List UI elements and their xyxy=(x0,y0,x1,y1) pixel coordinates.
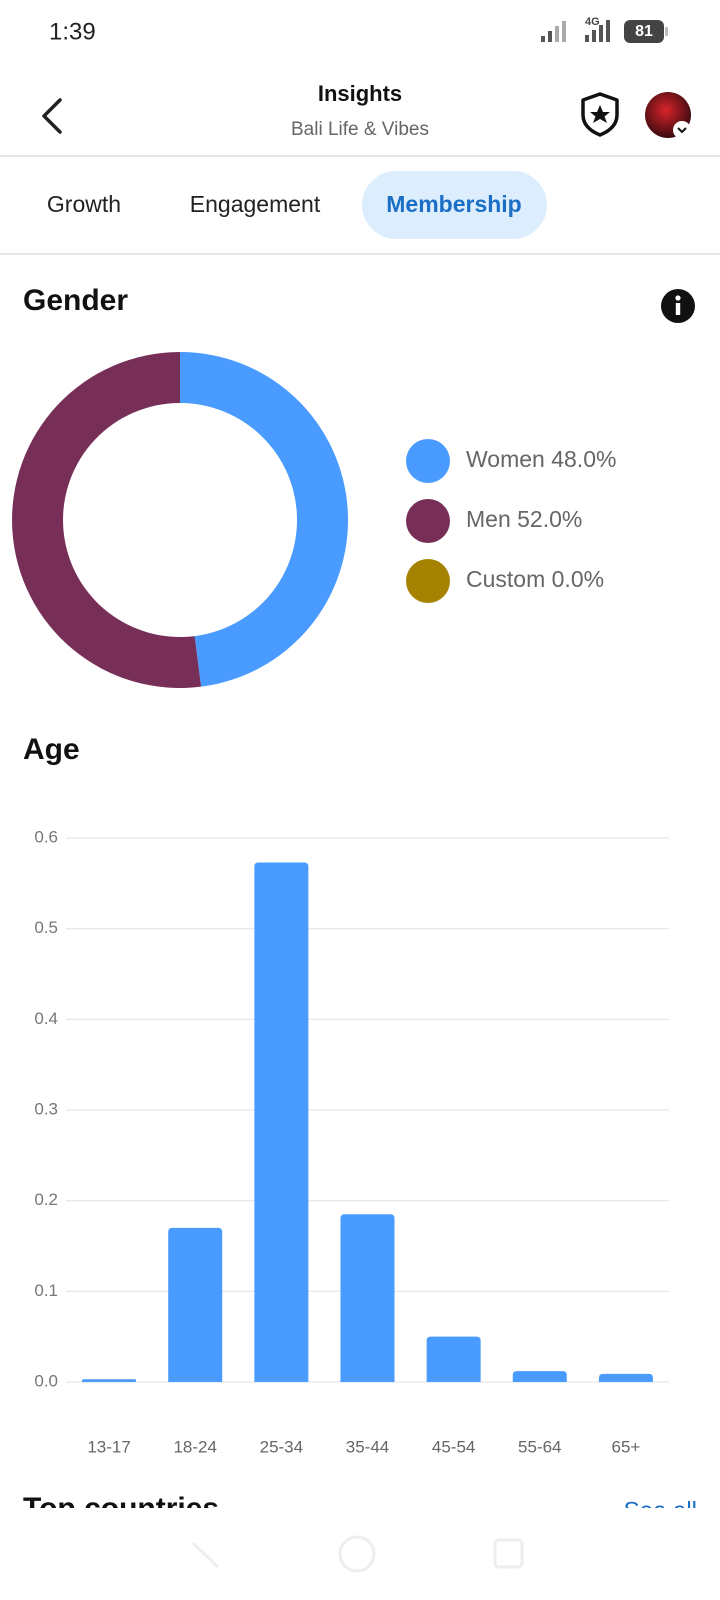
battery-icon xyxy=(624,20,664,43)
y-tick-label: 0.1 xyxy=(34,1281,58,1300)
x-tick-label: 45-54 xyxy=(432,1437,475,1456)
nav-back[interactable] xyxy=(191,1541,220,1569)
back-button[interactable] xyxy=(42,98,62,134)
x-tick-label: 35-44 xyxy=(346,1437,389,1456)
legend-value: 48.0% xyxy=(551,446,616,472)
bar xyxy=(598,1373,653,1382)
battery-level: 81 xyxy=(635,23,653,40)
x-tick-label: 25-34 xyxy=(260,1437,303,1456)
legend-entry: Men 52.0% xyxy=(466,506,582,532)
x-tick-label: 18-24 xyxy=(173,1437,216,1456)
legend-swatch xyxy=(406,559,450,603)
x-tick-label: 13-17 xyxy=(87,1437,130,1456)
info-button[interactable] xyxy=(661,289,695,323)
legend-label: Men xyxy=(466,506,511,532)
battery-tip xyxy=(665,27,668,36)
y-tick-label: 0.5 xyxy=(34,918,58,937)
legend-swatch xyxy=(406,499,450,543)
bar xyxy=(512,1371,567,1382)
y-tick-label: 0.3 xyxy=(34,1099,58,1118)
tab-highlight xyxy=(362,171,547,239)
section-title: Gender xyxy=(23,284,128,317)
legend-entry: Women 48.0% xyxy=(466,446,616,472)
legend-value: 0.0% xyxy=(552,566,604,592)
section-title: Top countries xyxy=(23,1492,219,1525)
bar xyxy=(82,1379,137,1382)
legend-label: Women xyxy=(466,446,545,472)
status-time: 1:39 xyxy=(49,18,96,45)
y-tick-label: 0.4 xyxy=(34,1009,58,1028)
bar xyxy=(340,1214,395,1382)
section-title: Age xyxy=(23,733,80,766)
tab[interactable]: Membership xyxy=(386,191,521,217)
legend-entry: Custom 0.0% xyxy=(466,566,604,592)
y-tick-label: 0.0 xyxy=(34,1371,58,1390)
bar xyxy=(254,862,309,1382)
y-tick-label: 0.6 xyxy=(34,827,58,846)
header-subtitle: Bali Life & Vibes xyxy=(291,119,429,140)
tab[interactable]: Growth xyxy=(47,191,121,217)
legend-swatch xyxy=(406,439,450,483)
x-tick-label: 55-64 xyxy=(518,1437,561,1456)
tab[interactable]: Engagement xyxy=(190,191,321,217)
signal-icon xyxy=(541,20,610,42)
avatar-button[interactable] xyxy=(645,92,691,139)
nav-home[interactable] xyxy=(338,1535,376,1573)
legend-label: Custom xyxy=(466,566,545,592)
nav-recents[interactable] xyxy=(493,1538,524,1569)
shield-button[interactable] xyxy=(581,92,619,137)
header-title: Insights xyxy=(318,81,402,106)
bar xyxy=(168,1227,223,1382)
see-all-link[interactable]: See all xyxy=(624,1497,697,1524)
network-type: 4G xyxy=(585,16,600,28)
bar xyxy=(426,1336,481,1382)
y-tick-label: 0.2 xyxy=(34,1190,58,1209)
donut-slice xyxy=(12,352,202,688)
x-tick-label: 65+ xyxy=(612,1437,641,1456)
legend-value: 52.0% xyxy=(517,506,582,532)
donut-slice xyxy=(180,351,349,687)
